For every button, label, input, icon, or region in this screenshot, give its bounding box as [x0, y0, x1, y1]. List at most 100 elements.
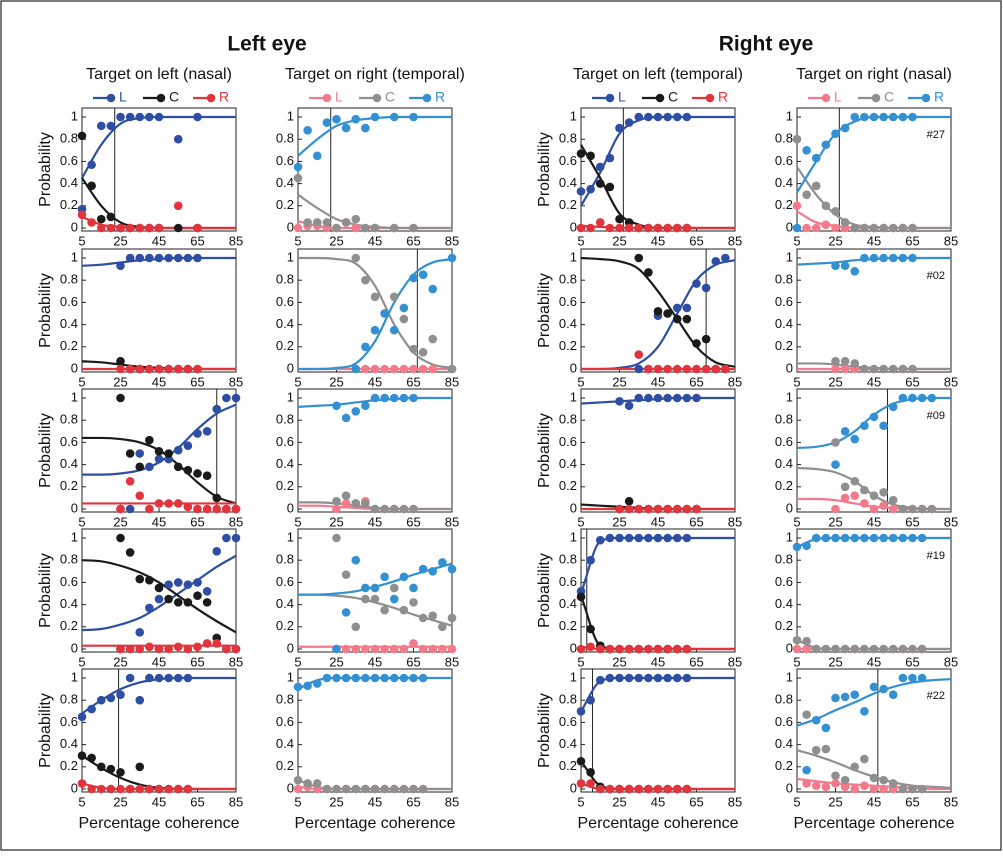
y-tick-label: 1 — [786, 669, 793, 684]
fit-curve — [297, 256, 453, 369]
y-axis-label: Probability — [37, 553, 54, 628]
data-point — [370, 673, 380, 683]
legend-label: R — [934, 89, 944, 105]
data-point — [106, 223, 116, 233]
data-point — [850, 434, 860, 444]
data-point — [164, 594, 173, 604]
y-axis-label: Probability — [536, 693, 553, 768]
data-point — [409, 223, 418, 233]
data-point — [586, 555, 595, 565]
y-tick-label: 0.6 — [60, 153, 78, 168]
data-point — [164, 499, 173, 508]
x-tick-label: 25 — [113, 233, 127, 248]
x-tick-label: 5 — [793, 374, 800, 389]
y-tick-label: 0.6 — [775, 294, 793, 309]
data-point — [87, 218, 96, 227]
data-point — [222, 644, 231, 654]
x-tick-label: 25 — [828, 233, 842, 248]
data-point — [917, 533, 927, 543]
data-point — [173, 673, 183, 683]
x-tick-label: 25 — [113, 794, 127, 809]
data-point — [692, 393, 701, 403]
data-point — [361, 499, 370, 508]
data-point — [850, 784, 860, 794]
data-point — [672, 314, 682, 324]
data-point — [447, 644, 457, 654]
data-point — [802, 146, 811, 155]
y-tick-label: 0.8 — [559, 131, 577, 146]
y-tick-label: 0.8 — [775, 552, 793, 567]
data-point — [202, 639, 212, 648]
data-point — [850, 112, 860, 122]
x-tick-label: 45 — [651, 514, 665, 529]
data-point — [831, 504, 840, 514]
data-point — [399, 572, 409, 582]
y-tick-label: 0.8 — [775, 131, 793, 146]
data-point — [399, 393, 409, 403]
data-point — [173, 364, 183, 374]
x-tick-label: 45 — [867, 374, 881, 389]
data-point — [879, 253, 888, 263]
data-point — [173, 598, 183, 607]
data-point — [682, 644, 692, 654]
data-point — [303, 126, 312, 135]
data-point — [87, 181, 96, 191]
data-point — [193, 253, 202, 263]
data-point — [831, 129, 840, 138]
data-point — [831, 223, 840, 233]
x-tick-label: 25 — [329, 794, 343, 809]
y-tick-label: 0 — [570, 219, 577, 234]
data-point — [821, 220, 831, 229]
data-point — [135, 644, 145, 654]
data-point — [840, 356, 850, 366]
data-point — [389, 594, 399, 604]
data-point — [701, 364, 711, 374]
subject-label: #19 — [927, 550, 945, 562]
data-point — [154, 364, 164, 374]
data-point — [615, 214, 624, 224]
y-tick-label: 0.2 — [276, 338, 294, 353]
column-title: Target on right (nasal) — [796, 66, 952, 83]
legend-marker — [156, 93, 166, 103]
data-point — [116, 533, 125, 543]
y-tick-label: 0 — [570, 500, 577, 515]
data-point — [644, 504, 653, 514]
data-point — [154, 454, 164, 464]
data-point — [370, 784, 380, 794]
y-tick-label: 1 — [71, 529, 78, 544]
data-point — [341, 123, 351, 133]
data-point — [802, 765, 811, 775]
y-axis-label: Probability — [37, 413, 54, 488]
y-tick-label: 1 — [786, 108, 793, 123]
data-point — [183, 465, 193, 475]
x-tick-label: 85 — [728, 514, 742, 529]
y-tick-label: 0.2 — [559, 618, 577, 633]
y-tick-label: 0.4 — [60, 175, 78, 190]
subject-label: #02 — [927, 270, 945, 282]
data-point — [860, 781, 869, 790]
y-tick-label: 0.6 — [559, 714, 577, 729]
data-point — [576, 779, 586, 788]
data-point — [850, 267, 860, 276]
data-point — [869, 412, 879, 422]
legend-marker — [821, 93, 831, 103]
data-point — [380, 309, 389, 318]
x-tick-label: 85 — [229, 374, 243, 389]
x-tick-label: 45 — [867, 794, 881, 809]
data-point — [154, 223, 164, 233]
data-point — [370, 583, 380, 593]
data-point — [409, 393, 418, 403]
data-point — [663, 364, 672, 374]
x-tick-label: 45 — [368, 374, 382, 389]
data-point — [351, 223, 361, 233]
data-point — [409, 273, 418, 283]
data-point — [173, 253, 183, 263]
y-tick-label: 0.2 — [775, 197, 793, 212]
y-tick-label: 0 — [786, 219, 793, 234]
data-point — [361, 594, 370, 604]
data-point — [418, 564, 428, 574]
x-tick-label: 65 — [689, 233, 703, 248]
data-point — [116, 690, 125, 699]
data-point — [409, 598, 418, 607]
y-tick-label: 1 — [287, 389, 294, 404]
